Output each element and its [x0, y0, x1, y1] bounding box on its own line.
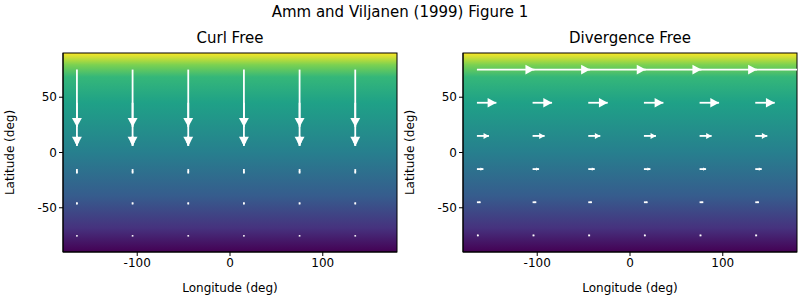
svg-text:Latitude (deg): Latitude (deg)	[8, 110, 17, 195]
svg-text:0: 0	[49, 146, 57, 160]
svg-text:0: 0	[449, 146, 457, 160]
svg-text:50: 50	[42, 90, 57, 104]
svg-text:100: 100	[311, 256, 334, 270]
svg-text:-100: -100	[124, 256, 151, 270]
svg-text:-50: -50	[437, 201, 457, 215]
svg-text:-50: -50	[37, 201, 57, 215]
svg-text:0: 0	[626, 256, 634, 270]
svg-text:0: 0	[226, 256, 234, 270]
html-text:Curl Free: Curl Free	[196, 29, 264, 47]
svg-text:Longitude (deg): Longitude (deg)	[182, 281, 277, 295]
svg-text:Longitude (deg): Longitude (deg)	[582, 281, 677, 295]
svg-text:100: 100	[711, 256, 734, 270]
svg-text:50: 50	[442, 90, 457, 104]
html-text:Divergence Free: Divergence Free	[569, 29, 691, 47]
svg-text:Latitude (deg): Latitude (deg)	[403, 110, 417, 195]
html-text:Amm and Viljanen (1999) Figure: Amm and Viljanen (1999) Figure 1	[271, 3, 529, 21]
svg-text:-100: -100	[524, 256, 551, 270]
